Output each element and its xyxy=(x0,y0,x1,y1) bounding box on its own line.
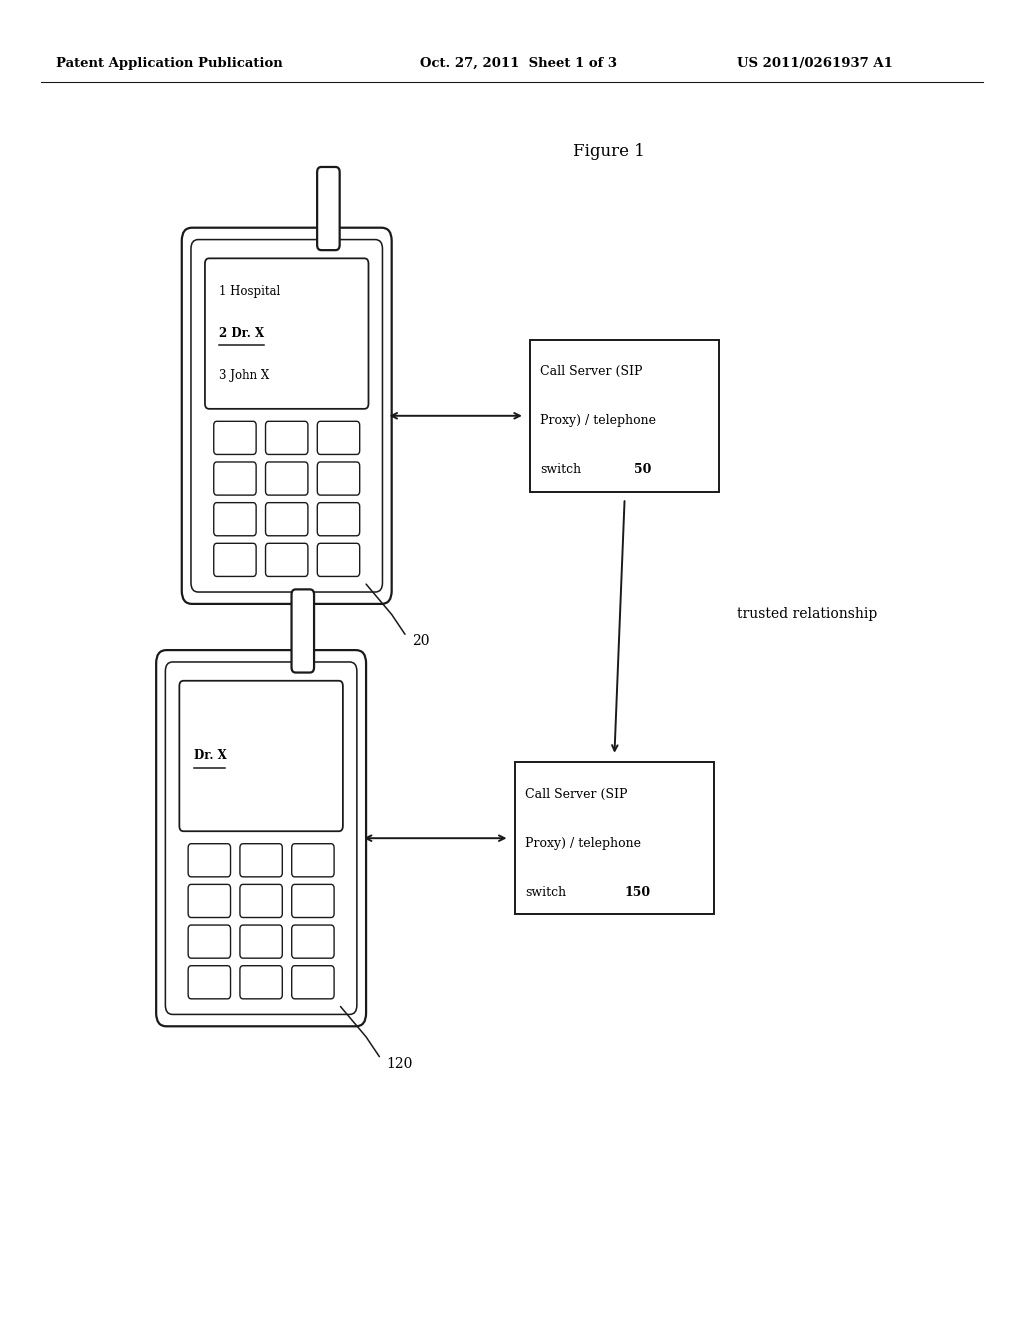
Text: trusted relationship: trusted relationship xyxy=(737,607,878,620)
Text: 120: 120 xyxy=(387,1056,413,1071)
Text: Proxy) / telephone: Proxy) / telephone xyxy=(524,837,641,850)
Bar xyxy=(514,763,715,913)
Text: Proxy) / telephone: Proxy) / telephone xyxy=(541,414,656,428)
FancyBboxPatch shape xyxy=(317,503,359,536)
Text: switch: switch xyxy=(541,463,582,477)
FancyBboxPatch shape xyxy=(240,966,283,999)
Text: Dr. X: Dr. X xyxy=(194,750,226,763)
Text: Call Server (SIP: Call Server (SIP xyxy=(541,366,643,379)
FancyBboxPatch shape xyxy=(292,884,334,917)
FancyBboxPatch shape xyxy=(214,421,256,454)
FancyBboxPatch shape xyxy=(292,966,334,999)
FancyBboxPatch shape xyxy=(292,843,334,876)
Bar xyxy=(530,339,719,491)
FancyBboxPatch shape xyxy=(188,925,230,958)
Text: 3 John X: 3 John X xyxy=(219,370,269,383)
FancyBboxPatch shape xyxy=(265,503,308,536)
FancyBboxPatch shape xyxy=(265,462,308,495)
FancyBboxPatch shape xyxy=(317,544,359,577)
Text: 20: 20 xyxy=(413,635,430,648)
Text: 2 Dr. X: 2 Dr. X xyxy=(219,327,264,341)
FancyBboxPatch shape xyxy=(292,925,334,958)
Text: Oct. 27, 2011  Sheet 1 of 3: Oct. 27, 2011 Sheet 1 of 3 xyxy=(420,57,616,70)
FancyBboxPatch shape xyxy=(188,884,230,917)
Text: Call Server (SIP: Call Server (SIP xyxy=(524,788,628,801)
Text: switch: switch xyxy=(524,886,566,899)
FancyBboxPatch shape xyxy=(191,240,383,591)
Text: 150: 150 xyxy=(625,886,650,899)
Text: 50: 50 xyxy=(634,463,651,477)
FancyBboxPatch shape xyxy=(156,649,367,1027)
FancyBboxPatch shape xyxy=(214,462,256,495)
FancyBboxPatch shape xyxy=(317,462,359,495)
FancyBboxPatch shape xyxy=(188,843,230,876)
FancyBboxPatch shape xyxy=(188,966,230,999)
Text: Figure 1: Figure 1 xyxy=(573,144,645,160)
FancyBboxPatch shape xyxy=(292,589,314,672)
FancyBboxPatch shape xyxy=(179,681,343,832)
FancyBboxPatch shape xyxy=(166,663,357,1014)
Text: US 2011/0261937 A1: US 2011/0261937 A1 xyxy=(737,57,893,70)
FancyBboxPatch shape xyxy=(317,421,359,454)
FancyBboxPatch shape xyxy=(240,925,283,958)
Text: Patent Application Publication: Patent Application Publication xyxy=(56,57,283,70)
FancyBboxPatch shape xyxy=(265,544,308,577)
FancyBboxPatch shape xyxy=(265,421,308,454)
FancyBboxPatch shape xyxy=(317,166,340,249)
Text: 1 Hospital: 1 Hospital xyxy=(219,285,281,298)
FancyBboxPatch shape xyxy=(214,503,256,536)
FancyBboxPatch shape xyxy=(240,843,283,876)
FancyBboxPatch shape xyxy=(240,884,283,917)
FancyBboxPatch shape xyxy=(205,259,369,409)
FancyBboxPatch shape xyxy=(182,227,391,605)
FancyBboxPatch shape xyxy=(214,544,256,577)
